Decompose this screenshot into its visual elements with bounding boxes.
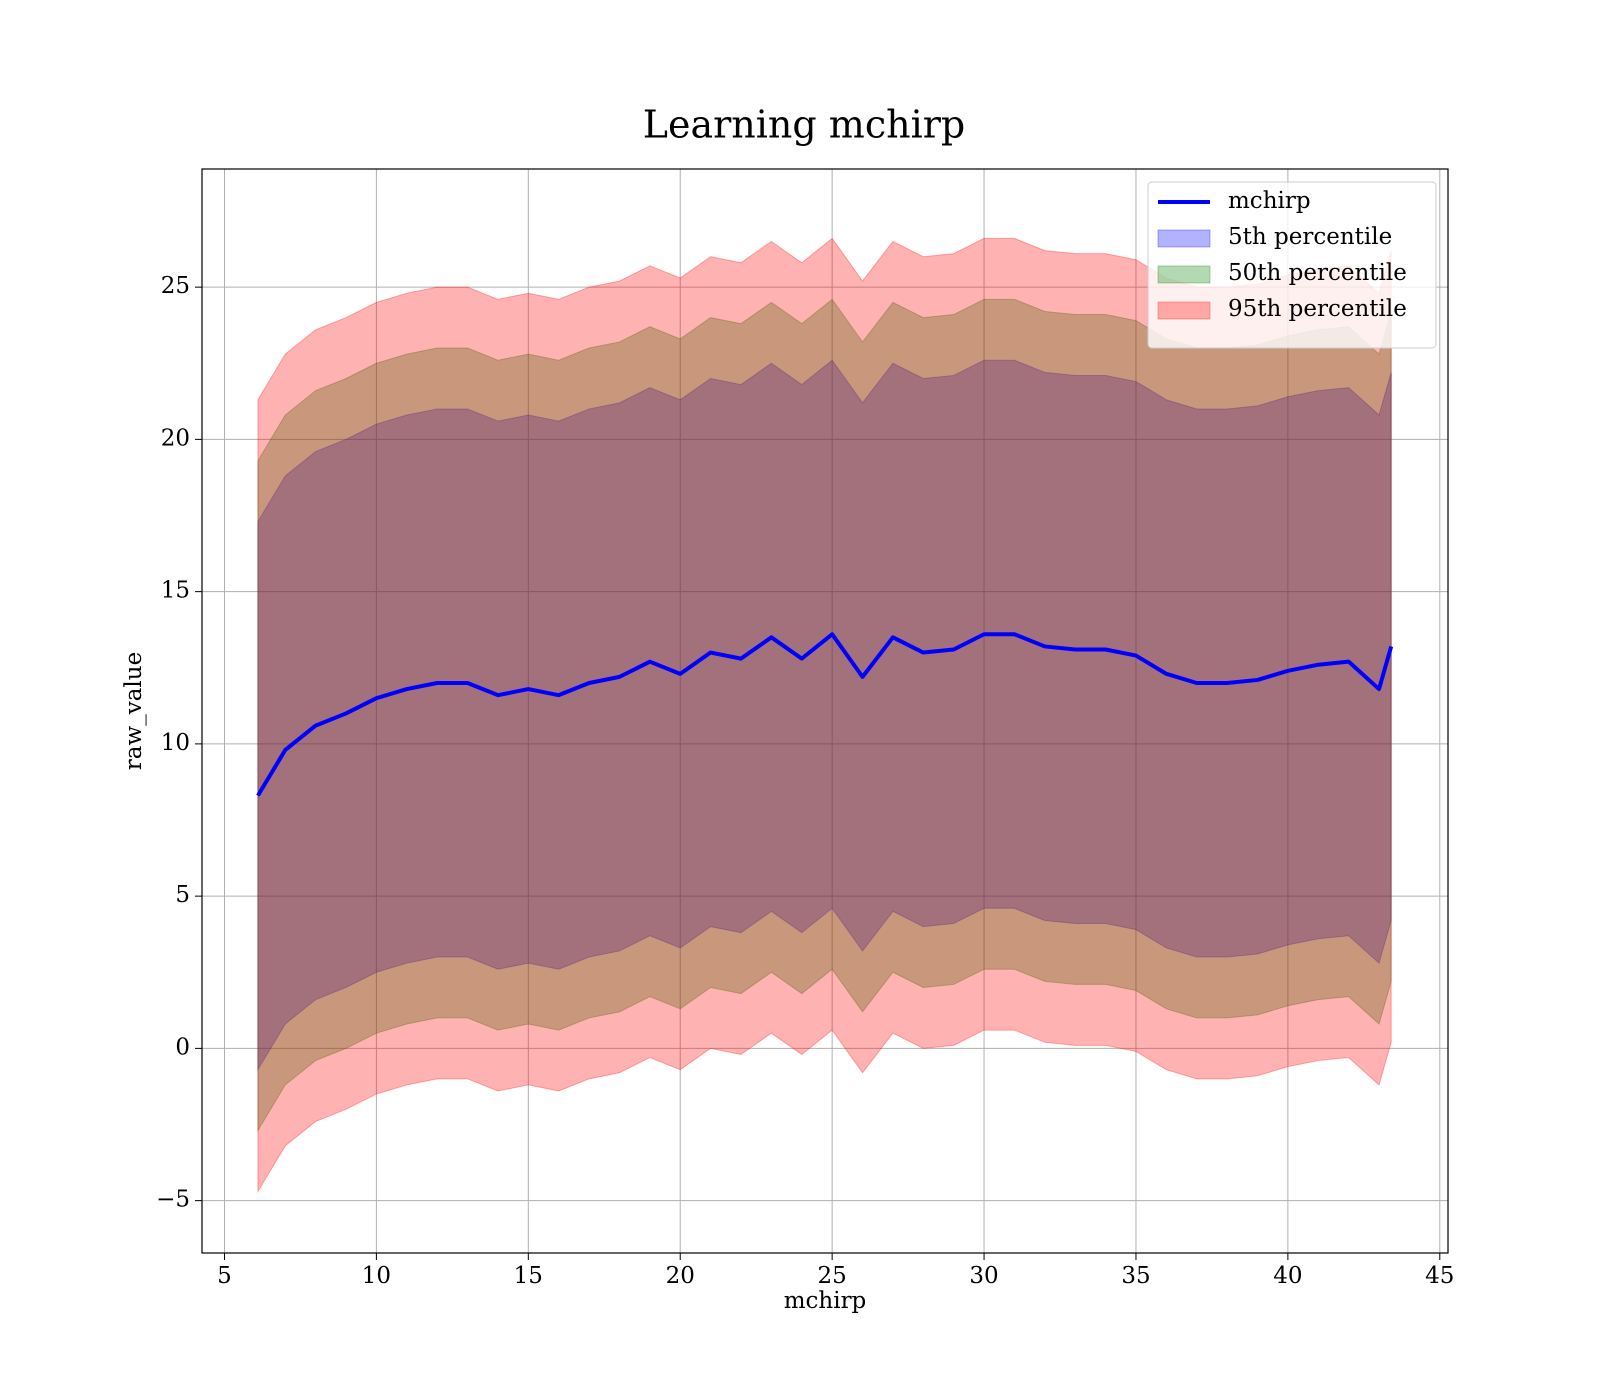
axes: 5 10 15 20 25 30 35 40 45 −5 0 5 10 15 20 25 [156, 168, 1454, 1289]
y-tick-label: 10 [161, 730, 190, 756]
y-tick-label: 20 [161, 425, 190, 451]
legend-swatch [1157, 301, 1211, 320]
plot-data [256, 237, 1394, 1194]
y-tick-label: 0 [175, 1034, 190, 1060]
y-tick-label: −5 [156, 1187, 190, 1213]
x-tick-label: 20 [666, 1263, 695, 1289]
percentile-band [257, 359, 1392, 1072]
legend-label: 95th percentile [1228, 296, 1407, 322]
y-tick-label: 15 [161, 578, 190, 604]
legend-label: mchirp [1228, 188, 1311, 214]
x-tick-label: 30 [969, 1263, 998, 1289]
percentile-band [257, 298, 1392, 1133]
legend: mchirp 5th percentile 50th percentile 95th … [1147, 181, 1437, 349]
x-tick-label: 25 [817, 1263, 846, 1289]
legend-box [1147, 181, 1437, 349]
chart-title: Learning mchirp [643, 103, 965, 147]
plot-frame [201, 168, 1449, 1254]
x-tick-label: 5 [217, 1263, 232, 1289]
percentile-band [257, 237, 1392, 1194]
x-tick-label: 35 [1121, 1263, 1150, 1289]
legend-swatch [1157, 265, 1211, 284]
grid [202, 169, 1448, 1253]
legend-label: 5th percentile [1228, 224, 1392, 250]
line [256, 632, 1394, 797]
x-tick-label: 15 [514, 1263, 543, 1289]
y-axis-label: raw_value [121, 652, 147, 770]
y-tick-label: 5 [175, 882, 190, 908]
legend-swatch [1157, 229, 1211, 248]
y-tick-label: 25 [161, 273, 190, 299]
x-axis-label: mchirp [784, 1288, 867, 1314]
x-tick-label: 40 [1273, 1263, 1302, 1289]
legend-label: 50th percentile [1228, 260, 1407, 286]
x-tick-label: 45 [1425, 1263, 1454, 1289]
x-tick-label: 10 [362, 1263, 391, 1289]
